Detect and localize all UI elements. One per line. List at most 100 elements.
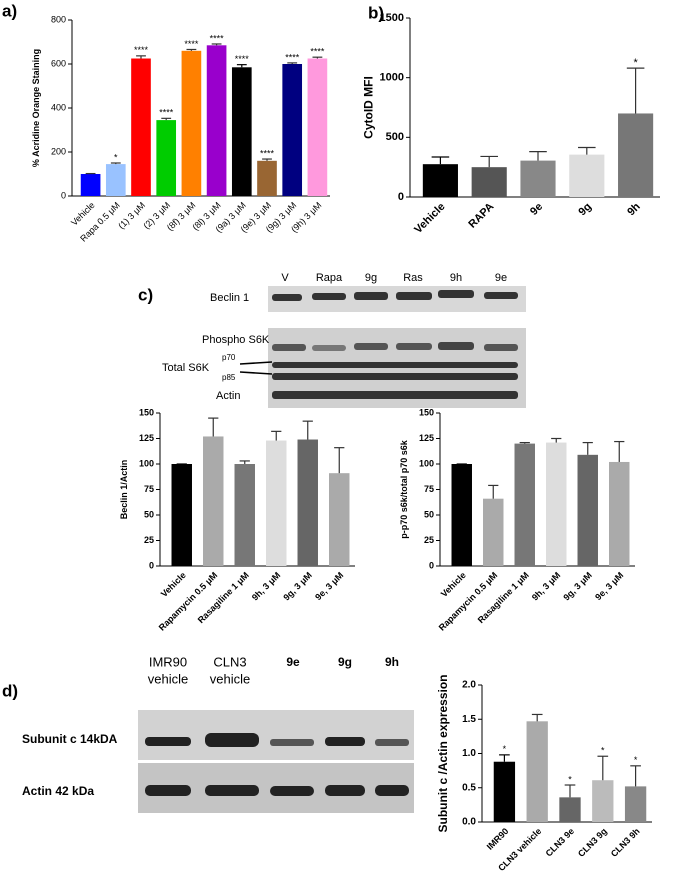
y-tick-label: 150 <box>139 407 154 417</box>
x-tick-label: 9g, 3 μM <box>561 570 594 603</box>
y-axis-label: Subunit c /Actin expression <box>436 674 450 832</box>
significance: * <box>503 744 507 754</box>
y-tick-label: 25 <box>144 535 154 545</box>
error-bar <box>488 484 499 499</box>
y-tick-label: 1.5 <box>462 714 476 725</box>
x-tick-label: Vehicle <box>439 570 468 599</box>
y-tick-label: 150 <box>419 407 434 417</box>
bar <box>297 439 318 566</box>
bar <box>156 120 177 196</box>
error-bar <box>262 158 272 161</box>
x-tick-label: 9h, 3 μM <box>250 570 283 603</box>
bar <box>203 436 224 566</box>
y-axis-label: Beclin 1/Actin <box>119 460 129 520</box>
significance: **** <box>134 45 149 55</box>
lane-label: 9h <box>385 655 399 669</box>
bar <box>520 160 556 197</box>
x-tick-label: 9e, 3 μM <box>313 570 345 602</box>
error-bar <box>531 713 543 722</box>
y-tick-label: 75 <box>144 484 154 494</box>
y-tick-label: 500 <box>386 131 404 143</box>
error-bar <box>312 56 323 59</box>
row-label: Total S6K <box>162 362 210 374</box>
error-bar <box>626 67 645 114</box>
error-bar <box>110 162 121 165</box>
lane-label: 9h <box>450 272 462 284</box>
x-tick-label: 9g <box>576 201 594 219</box>
x-tick-label: 9e <box>528 201 545 218</box>
significance: **** <box>159 108 174 118</box>
y-tick-label: 1000 <box>380 72 404 84</box>
band-label: p70 <box>222 353 236 362</box>
y-axis-label: p-p70 s6k/total p70 s6k <box>399 439 409 539</box>
bar <box>493 761 516 822</box>
error-bar <box>529 151 547 161</box>
x-tick-label: CLN3 9g <box>576 826 609 859</box>
panel-label: c) <box>138 285 153 304</box>
significance: **** <box>184 39 199 49</box>
significance: * <box>114 152 118 162</box>
bar <box>80 174 101 196</box>
error-bar <box>334 447 345 474</box>
band-pointer <box>239 371 273 375</box>
lane-label: vehicle <box>148 671 188 686</box>
error-bar <box>519 441 530 444</box>
x-tick-label: 9e, 3 μM <box>593 570 625 602</box>
y-tick-label: 125 <box>139 433 154 443</box>
error-bar <box>431 156 450 165</box>
significance: * <box>601 746 605 756</box>
lane-label: CLN3 <box>213 654 246 669</box>
panel-label: a) <box>2 1 17 20</box>
y-axis-label: % Acridine Orange Staining <box>31 49 41 167</box>
y-tick-label: 0 <box>149 560 154 570</box>
y-tick-label: 0 <box>398 191 404 203</box>
y-tick-label: 0 <box>429 560 434 570</box>
y-tick-label: 125 <box>419 433 434 443</box>
error-bar <box>239 460 250 464</box>
bar <box>451 464 472 566</box>
bar <box>282 64 303 196</box>
error-bar <box>578 146 596 155</box>
y-tick-label: 50 <box>424 509 434 519</box>
significance: **** <box>210 33 225 43</box>
lane-label: IMR90 <box>149 654 187 669</box>
error-bar <box>271 430 282 441</box>
y-tick-label: 75 <box>424 484 434 494</box>
bands <box>272 290 518 399</box>
bar <box>559 797 581 822</box>
blot-d: IMR90 vehicle CLN3 vehicle 9e 9g 9h Subu… <box>22 654 414 813</box>
significance: * <box>633 57 638 69</box>
error-bar <box>211 43 222 46</box>
y-tick-label: 50 <box>144 509 154 519</box>
bar <box>266 440 287 566</box>
error-bar <box>136 55 146 59</box>
band-pointer <box>239 361 273 365</box>
significance: * <box>634 755 638 765</box>
bar <box>618 113 654 197</box>
bar <box>422 164 458 197</box>
lane-label: 9g <box>338 655 352 669</box>
x-tick-label: 9h, 3 μM <box>530 570 563 603</box>
blot-strip <box>138 710 414 760</box>
bar <box>569 154 605 197</box>
y-tick-label: 25 <box>424 535 434 545</box>
bar <box>105 164 126 196</box>
bar <box>609 461 630 566</box>
band-label: p85 <box>222 373 236 382</box>
y-tick-label: 0 <box>61 190 66 200</box>
y-tick-label: 100 <box>419 458 434 468</box>
bar <box>592 780 614 822</box>
blot-c: V Rapa 9g Ras 9h 9e Beclin 1 Phospho S6K… <box>162 272 526 408</box>
row-label: Subunit c 14kDA <box>22 732 118 746</box>
lane-label: vehicle <box>210 671 250 686</box>
y-axis-label: CytoID MFI <box>362 76 376 139</box>
row-label: Actin <box>216 390 240 402</box>
bar <box>577 454 598 566</box>
significance: * <box>568 774 572 784</box>
bar <box>181 50 202 196</box>
bar <box>514 443 535 566</box>
x-tick-label: 9g, 3 μM <box>281 570 314 603</box>
bar <box>231 67 252 196</box>
x-tick-label: CLN3 9h <box>609 826 642 859</box>
